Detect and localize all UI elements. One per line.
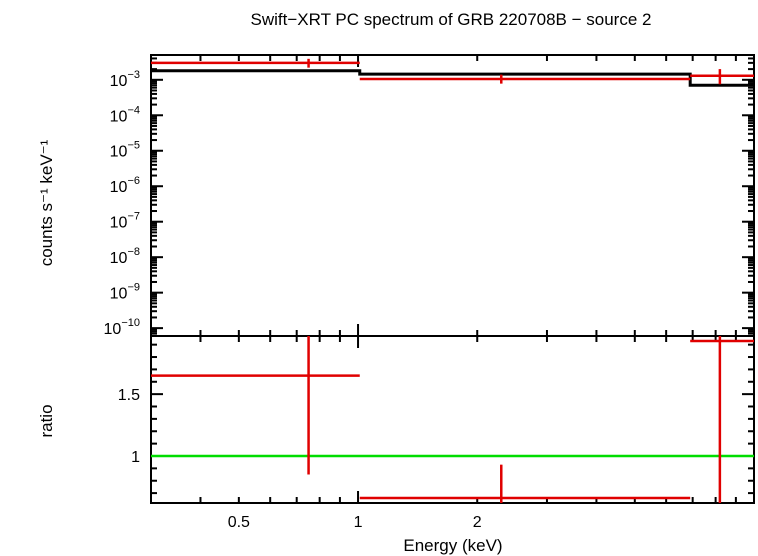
spectrum-y-tick-label: 10−10 [104,317,140,338]
ratio-data-point [690,336,754,503]
spectrum-y-tick-mantissa: 10 [110,108,128,125]
spectrum-y-tick-label: 10−5 [110,140,140,161]
spectrum-y-tick-exponent: −5 [127,140,140,152]
spectrum-y-axis-label-text: counts s⁻¹ keV⁻¹ [37,139,56,266]
ratio-y-tick-label: 1.5 [118,387,140,404]
ratio-frame [150,335,755,504]
ratio-panel: 1.5 1 0.5 1 2 [118,335,755,531]
spectrum-y-tick-mantissa: 10 [104,321,122,338]
ratio-data-point [359,464,691,503]
spectrum-y-tick-label: 10−3 [110,69,140,90]
spectrum-y-tick-mantissa: 10 [110,286,128,303]
x-tick-label: 0.5 [228,514,250,531]
ratio-y-tick-label: 1 [131,449,140,466]
x-tick-label: 1 [354,514,363,531]
spectrum-y-tick-mantissa: 10 [110,215,128,232]
spectrum-data-point [151,58,360,68]
spectrum-y-tick-label: 10−4 [110,104,140,125]
model-step-line [151,69,754,87]
spectrum-y-tick-mantissa: 10 [110,73,128,90]
spectrum-y-tick-mantissa: 10 [110,144,128,161]
spectrum-data-point [690,69,754,85]
ratio-y-axis-label: ratio [37,404,56,437]
spectrum-y-tick-exponent: −7 [127,211,140,223]
spectrum-data-point [359,74,691,84]
ratio-data-point [151,336,360,475]
x-tick-label: 2 [473,514,482,531]
spectrum-y-tick-label: 10−9 [110,282,140,303]
chart-title: Swift−XRT PC spectrum of GRB 220708B − s… [251,10,652,29]
spectrum-y-axis-label: counts s⁻¹ keV⁻¹ [37,139,56,266]
spectrum-y-tick-label: 10−8 [110,246,140,267]
spectrum-panel: 10−310−410−510−610−710−810−910−10 [104,54,755,338]
spectrum-y-tick-exponent: −10 [121,317,140,329]
spectrum-y-tick-exponent: −8 [127,246,140,258]
spectrum-frame [150,54,755,337]
spectrum-y-tick-exponent: −6 [127,175,140,187]
x-axis-label: Energy (keV) [403,536,502,555]
spectrum-y-tick-exponent: −4 [127,104,140,116]
spectrum-y-tick-mantissa: 10 [110,250,128,267]
spectrum-y-tick-label: 10−7 [110,211,140,232]
spectrum-y-tick-exponent: −9 [127,282,140,294]
spectrum-y-tick-exponent: −3 [127,69,140,81]
spectrum-y-tick-mantissa: 10 [110,179,128,196]
spectrum-y-tick-label: 10−6 [110,175,140,196]
